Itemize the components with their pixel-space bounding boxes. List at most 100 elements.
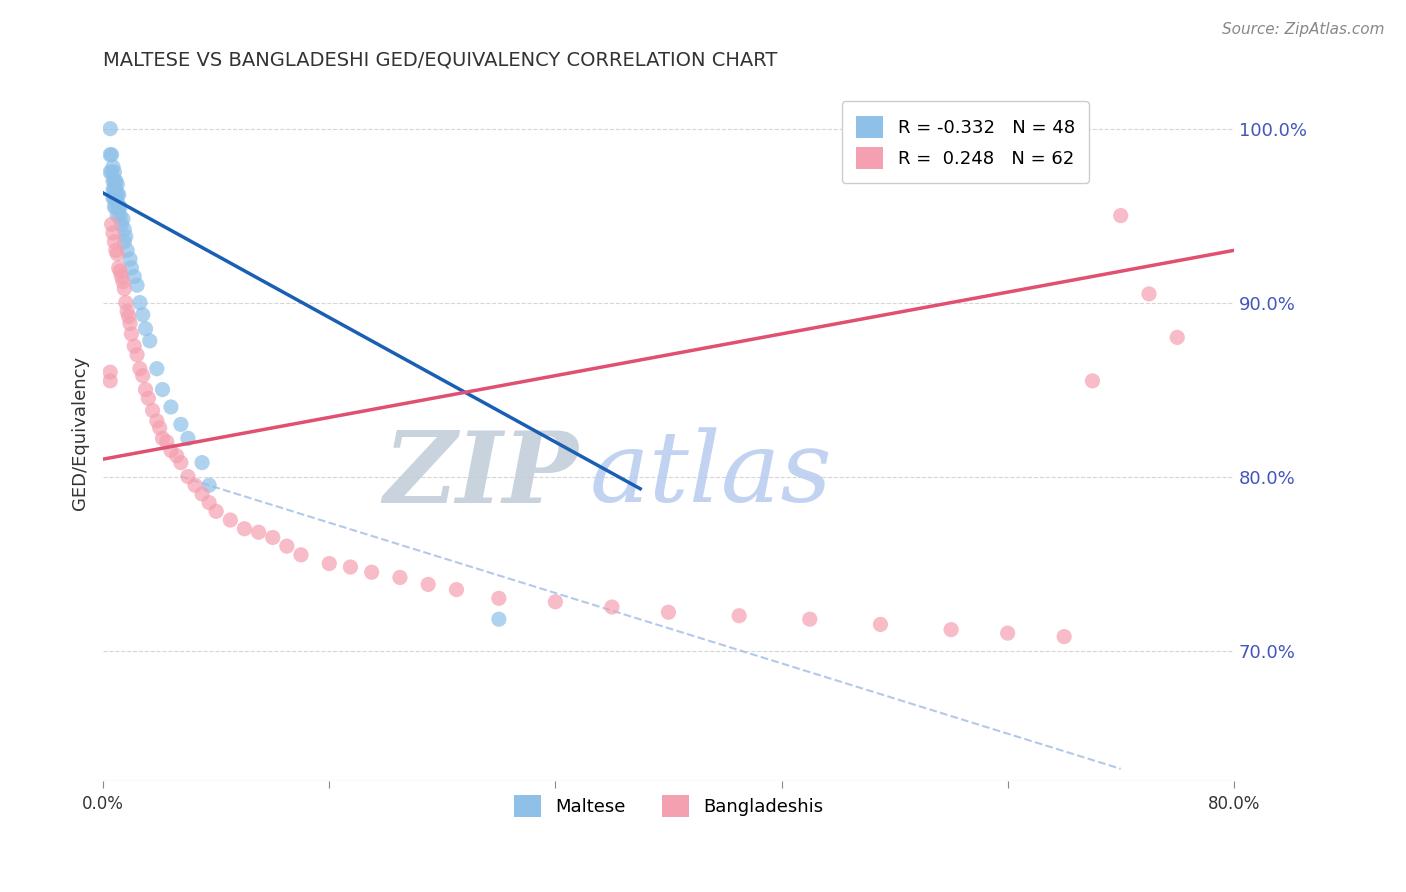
Point (100, 147, 122, 161)
Point (170, 456, 193, 470)
Point (1109, 209, 1132, 223)
Legend: Maltese, Bangladeshis: Maltese, Bangladeshis (506, 788, 831, 824)
Point (318, 557, 340, 571)
Point (103, 174, 125, 188)
Text: atlas: atlas (589, 427, 832, 523)
Point (138, 391, 160, 405)
Point (104, 191, 127, 205)
Point (105, 187, 128, 202)
Point (112, 222, 135, 236)
Point (98, 374, 121, 388)
Point (1081, 374, 1104, 388)
Point (105, 178, 128, 192)
Point (198, 496, 221, 510)
Point (112, 235, 135, 249)
Point (160, 400, 183, 414)
Point (139, 334, 162, 348)
Y-axis label: GED/Equivalency: GED/Equivalency (72, 356, 89, 510)
Point (997, 626, 1019, 640)
Point (101, 182, 124, 196)
Point (115, 304, 138, 318)
Point (869, 617, 891, 632)
Point (98, 147, 121, 161)
Point (100, 165, 122, 179)
Point (939, 623, 962, 637)
Point (103, 191, 125, 205)
Point (170, 417, 193, 432)
Point (103, 165, 125, 179)
Text: Source: ZipAtlas.com: Source: ZipAtlas.com (1222, 22, 1385, 37)
Point (125, 348, 148, 362)
Point (262, 531, 284, 545)
Point (101, 174, 124, 188)
Point (118, 317, 141, 331)
Point (156, 434, 179, 449)
Point (177, 469, 200, 483)
Point (108, 209, 131, 223)
Point (1166, 330, 1188, 344)
Point (191, 487, 214, 501)
Point (107, 260, 129, 275)
Point (112, 282, 135, 296)
Point (488, 612, 510, 626)
Point (184, 478, 207, 492)
Point (98, 165, 121, 179)
Point (105, 247, 128, 261)
Point (247, 525, 270, 540)
Point (120, 326, 142, 341)
Point (125, 278, 148, 293)
Point (488, 591, 510, 606)
Point (101, 191, 124, 205)
Point (101, 160, 124, 174)
Point (276, 539, 298, 553)
Point (160, 443, 183, 458)
Point (110, 269, 132, 284)
Point (114, 229, 136, 244)
Point (100, 217, 122, 231)
Point (131, 308, 153, 322)
Point (418, 577, 440, 591)
Point (1053, 630, 1076, 644)
Point (104, 244, 127, 258)
Point (198, 478, 221, 492)
Point (117, 310, 139, 324)
Point (657, 605, 679, 619)
Point (110, 217, 132, 231)
Point (177, 431, 200, 445)
Point (103, 235, 125, 249)
Point (108, 200, 131, 214)
Point (108, 264, 131, 278)
Point (120, 260, 142, 275)
Point (166, 449, 188, 463)
Point (142, 403, 165, 417)
Point (104, 200, 127, 214)
Point (107, 187, 129, 202)
Point (290, 548, 312, 562)
Point (799, 612, 821, 626)
Point (105, 194, 128, 209)
Point (118, 252, 141, 266)
Point (114, 295, 136, 310)
Point (205, 504, 228, 518)
Point (149, 421, 172, 435)
Point (388, 570, 411, 584)
Point (146, 414, 169, 428)
Point (131, 368, 153, 383)
Point (339, 560, 361, 574)
Point (104, 182, 127, 196)
Point (111, 212, 134, 227)
Point (107, 200, 129, 214)
Point (152, 383, 174, 397)
Point (128, 295, 150, 310)
Point (728, 608, 751, 623)
Point (233, 522, 256, 536)
Point (219, 513, 242, 527)
Point (128, 361, 150, 376)
Point (135, 321, 157, 335)
Point (600, 600, 623, 615)
Text: ZIP: ZIP (382, 426, 578, 523)
Point (101, 226, 124, 240)
Point (98, 121, 121, 136)
Text: MALTESE VS BANGLADESHI GED/EQUIVALENCY CORRELATION CHART: MALTESE VS BANGLADESHI GED/EQUIVALENCY C… (103, 51, 778, 70)
Point (122, 339, 145, 353)
